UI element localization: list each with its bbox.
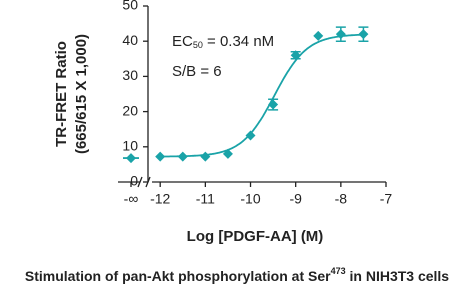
- annotation: EC50 = 0.34 nM: [172, 33, 274, 50]
- x-tick-label: -8: [335, 191, 348, 207]
- y-tick-label: 20: [122, 102, 138, 118]
- marker: [290, 50, 301, 61]
- x-tick-label: -∞: [124, 191, 139, 207]
- y-tick-label: 40: [122, 32, 138, 48]
- marker: [245, 130, 256, 141]
- y-axis-label: (665/615 X 1,000): [73, 34, 90, 154]
- x-axis-label: Log [PDGF-AA] (M): [187, 228, 324, 245]
- y-axis-label: TR-FRET Ratio: [53, 41, 70, 147]
- x-tick-label: -7: [380, 191, 393, 207]
- y-tick-label: 0: [130, 173, 138, 189]
- fit-curve: [160, 33, 364, 158]
- y-tick-label: 10: [122, 138, 138, 154]
- marker: [222, 148, 233, 159]
- y-tick-label: 30: [122, 67, 138, 83]
- marker: [268, 99, 279, 110]
- x-tick-label: -11: [196, 191, 215, 207]
- marker: [155, 151, 166, 162]
- y-tick-label: 50: [122, 0, 138, 13]
- x-tick-label: -9: [289, 191, 302, 207]
- annotation: S/B = 6: [172, 63, 222, 80]
- marker: [200, 151, 211, 162]
- marker: [358, 29, 369, 40]
- caption: Stimulation of pan-Akt phosphorylation a…: [25, 266, 449, 283]
- axis-break: [137, 176, 143, 188]
- marker: [177, 151, 188, 162]
- x-tick-label: -10: [240, 191, 260, 207]
- marker: [313, 30, 324, 41]
- marker: [335, 29, 346, 40]
- marker: [126, 153, 136, 164]
- x-tick-label: -12: [150, 191, 170, 207]
